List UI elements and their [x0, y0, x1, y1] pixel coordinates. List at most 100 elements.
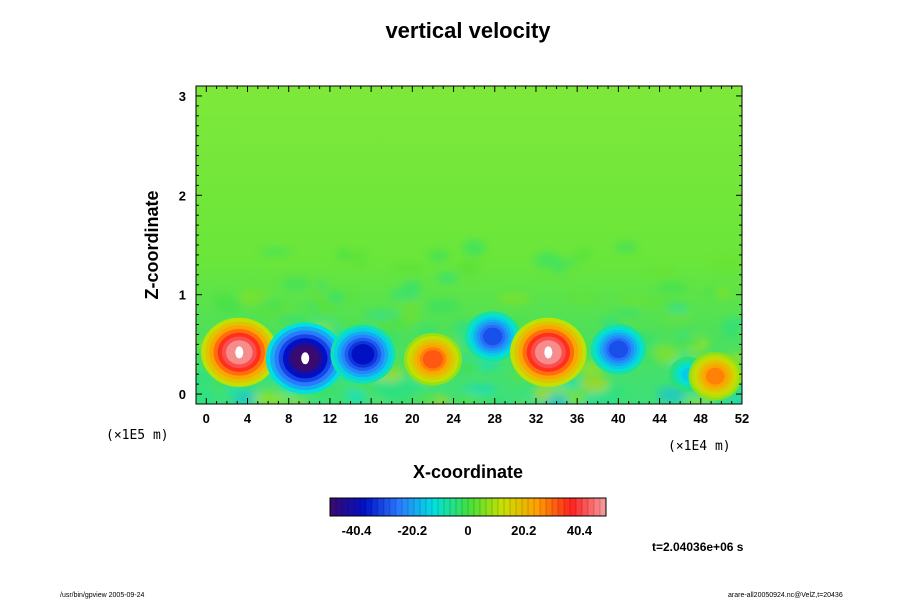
texture-blob [374, 314, 405, 332]
x-axis: 0 4 8 12 16 20 24 28 32 36 40 44 48 52 [203, 86, 749, 426]
texture-blob [657, 385, 690, 404]
texture-blob [710, 399, 736, 404]
texture-blob [425, 298, 460, 314]
colorbar-segment [330, 498, 337, 516]
colorbar-segment [444, 498, 451, 516]
texture-blob [516, 398, 532, 404]
convection-cell [330, 324, 396, 384]
colorbar-segment [546, 498, 553, 516]
field-cells [201, 311, 742, 401]
y-tick-label: 1 [179, 288, 186, 303]
x-tick-label: 20 [405, 411, 419, 426]
texture-blob [709, 256, 740, 271]
x-tick-label: 32 [529, 411, 543, 426]
colorbar-segment [348, 498, 355, 516]
texture-blob [212, 293, 231, 307]
texture-blob [580, 375, 604, 393]
colorbar: -40.4 -20.2 0 20.2 40.4 [329, 497, 607, 538]
texture-blob [390, 378, 425, 396]
colorbar-segment [504, 498, 511, 516]
x-tick-label: 28 [488, 411, 502, 426]
colorbar-segment [474, 498, 481, 516]
texture-blob [661, 313, 696, 324]
texture-blob [411, 393, 439, 404]
colorbar-segment [588, 498, 595, 516]
colorbar-segment [528, 498, 535, 516]
texture-blob [533, 384, 552, 402]
texture-blob [415, 325, 438, 334]
texture-blob [462, 239, 486, 257]
texture-blob [390, 262, 424, 274]
colorbar-segment [366, 498, 373, 516]
colorbar-segment [510, 498, 517, 516]
colorbar-segment [462, 498, 469, 516]
colorbar-segment [456, 498, 463, 516]
colorbar-segment [516, 498, 523, 516]
texture-blob [316, 301, 338, 318]
texture-blob [344, 290, 359, 303]
colorbar-segment [558, 498, 565, 516]
texture-blob [222, 386, 247, 393]
texture-blob [401, 308, 421, 326]
texture-blob [427, 249, 450, 263]
convection-cell [265, 322, 345, 394]
colorbar-segment [492, 498, 499, 516]
colorbar-segment [432, 498, 439, 516]
texture-blob [435, 272, 460, 284]
colorbar-segment [438, 498, 445, 516]
texture-blob [614, 308, 641, 317]
footer-right: arare-all20050924.nc@VelZ,t=20436 [728, 592, 843, 599]
texture-blob [456, 259, 480, 277]
texture-blob [389, 288, 421, 302]
x-axis-label: X-coordinate [413, 462, 523, 482]
texture-blob [667, 303, 689, 316]
colorbar-segment [390, 498, 397, 516]
texture-blob [464, 385, 498, 394]
colorbar-tick-label: 40.4 [567, 523, 593, 538]
y-axis: 0 1 2 3 [179, 89, 742, 402]
texture-blob [239, 289, 261, 306]
colorbar-segment [540, 498, 547, 516]
texture-blob [310, 289, 328, 305]
colorbar-segment [450, 498, 457, 516]
time-label: t=2.04036e+06 s [652, 540, 744, 554]
x-tick-label: 48 [694, 411, 708, 426]
texture-blob [329, 325, 343, 335]
x-tick-label: 4 [244, 411, 252, 426]
texture-blob [276, 314, 308, 325]
texture-blob [365, 311, 399, 319]
x-tick-label: 36 [570, 411, 584, 426]
colorbar-segment [600, 498, 607, 516]
texture-blob [451, 396, 481, 404]
colorbar-segment [396, 498, 403, 516]
convection-cell [464, 311, 521, 362]
texture-blob [281, 277, 311, 290]
texture-blob [375, 383, 400, 401]
colorbar-segment [414, 498, 421, 516]
colorbar-segment [534, 498, 541, 516]
y-tick-label: 2 [179, 188, 186, 203]
colorbar-segment [498, 498, 505, 516]
x-tick-label: 12 [323, 411, 337, 426]
convection-cell [590, 324, 647, 375]
footer-left: /usr/bin/gpview 2005-09-24 [60, 592, 145, 599]
convection-cell [688, 352, 742, 401]
texture-blob [266, 298, 279, 308]
texture-blob [645, 267, 676, 277]
texture-blob [533, 252, 561, 269]
texture-blob [619, 297, 648, 305]
texture-blob [568, 295, 598, 303]
x-tick-label: 8 [285, 411, 292, 426]
x-tick-label: 0 [203, 411, 210, 426]
colorbar-segment [594, 498, 601, 516]
colorbar-segment [522, 498, 529, 516]
texture-blob [259, 248, 292, 256]
texture-blob [654, 346, 681, 364]
y-tick-label: 3 [179, 89, 186, 104]
colorbar-segment [468, 498, 475, 516]
texture-blob [614, 241, 638, 253]
colorbar-segment [576, 498, 583, 516]
y-tick-label: 0 [179, 387, 186, 402]
colorbar-segment [360, 498, 367, 516]
